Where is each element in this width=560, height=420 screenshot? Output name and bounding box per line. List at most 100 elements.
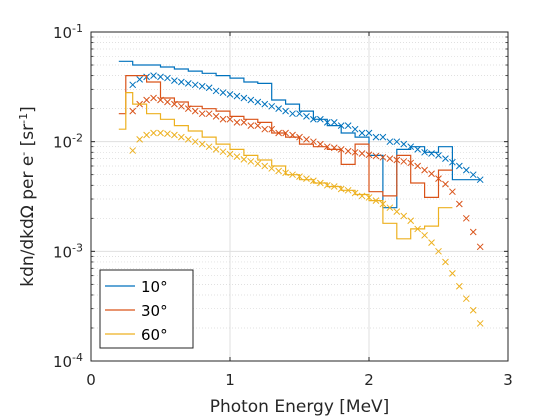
y-axis-label-sup1: - bbox=[17, 152, 30, 156]
data-point-marker bbox=[150, 72, 157, 79]
data-point-marker bbox=[191, 107, 199, 115]
data-point-marker bbox=[351, 125, 359, 133]
data-point-marker bbox=[205, 110, 213, 118]
data-point-marker bbox=[212, 146, 220, 153]
data-point-marker bbox=[268, 125, 276, 133]
data-point-marker bbox=[198, 82, 206, 90]
data-point-marker bbox=[421, 231, 428, 239]
legend-label-30: 30° bbox=[141, 302, 168, 320]
data-point-marker bbox=[476, 320, 484, 327]
data-point-marker bbox=[240, 155, 248, 163]
data-point-marker bbox=[296, 133, 303, 141]
x-tick-label: 1 bbox=[225, 371, 235, 389]
data-point-marker bbox=[247, 158, 255, 165]
data-point-marker bbox=[435, 247, 442, 255]
data-point-marker bbox=[171, 100, 178, 108]
data-point-marker bbox=[219, 148, 227, 156]
legend-box bbox=[99, 269, 194, 349]
y-axis-label-end: ] bbox=[18, 106, 38, 113]
data-point-marker bbox=[449, 269, 456, 277]
data-point-marker bbox=[428, 170, 435, 178]
y-tick-label-base: 10 bbox=[53, 24, 72, 42]
data-point-marker bbox=[247, 122, 255, 129]
data-point-marker bbox=[129, 107, 137, 115]
data-point-marker bbox=[407, 217, 415, 225]
data-point-marker bbox=[442, 180, 449, 188]
data-point-marker bbox=[316, 115, 324, 123]
data-point-marker bbox=[212, 87, 220, 95]
data-point-marker bbox=[442, 258, 449, 266]
data-point-marker bbox=[157, 73, 164, 81]
data-point-marker bbox=[191, 81, 199, 89]
data-point-marker bbox=[323, 143, 331, 151]
data-point-marker bbox=[414, 146, 422, 153]
data-point-marker bbox=[177, 133, 185, 141]
y-tick-label: 10-3 bbox=[53, 241, 83, 262]
data-point-marker bbox=[337, 146, 345, 153]
y-tick-label-exponent: -3 bbox=[72, 241, 83, 254]
data-point-marker bbox=[150, 129, 157, 137]
data-point-marker bbox=[212, 113, 220, 120]
data-point-marker bbox=[310, 138, 317, 146]
data-point-marker bbox=[428, 239, 435, 247]
legend-label-60: 60° bbox=[141, 326, 168, 344]
data-point-marker bbox=[261, 125, 269, 133]
data-point-marker bbox=[289, 110, 296, 118]
data-point-marker bbox=[240, 94, 248, 102]
data-point-marker bbox=[129, 147, 137, 154]
data-point-marker bbox=[337, 185, 345, 193]
data-point-marker bbox=[469, 171, 477, 179]
data-point-marker bbox=[310, 177, 317, 185]
data-point-marker bbox=[296, 173, 303, 180]
data-point-marker bbox=[365, 129, 373, 137]
x-tick-label: 0 bbox=[86, 371, 96, 389]
data-point-marker bbox=[303, 113, 310, 120]
data-point-marker bbox=[330, 183, 338, 190]
data-point-marker bbox=[268, 165, 276, 172]
data-point-marker bbox=[254, 98, 262, 106]
data-point-marker bbox=[462, 214, 470, 222]
series-line bbox=[118, 60, 481, 209]
data-point-marker bbox=[143, 96, 150, 104]
data-point-marker bbox=[386, 138, 394, 146]
y-tick-label-exponent: -1 bbox=[72, 22, 83, 35]
series-line bbox=[118, 91, 453, 240]
axis-ticks: 0 1 2 310-410-310-210-1 bbox=[53, 22, 513, 390]
legend-item-10: 10° bbox=[105, 278, 168, 296]
legend-item-60: 60° bbox=[105, 326, 168, 344]
data-point-marker bbox=[372, 152, 380, 160]
data-point-marker bbox=[379, 133, 387, 141]
data-point-marker bbox=[247, 96, 255, 104]
data-point-marker bbox=[469, 228, 477, 236]
y-tick-label-exponent: -2 bbox=[72, 131, 83, 144]
data-point-marker bbox=[275, 167, 283, 175]
data-point-marker bbox=[240, 119, 248, 126]
y-axis-label-base: kdn/dkdΩ per e bbox=[18, 156, 38, 287]
data-point-marker bbox=[150, 94, 157, 102]
data-point-marker bbox=[233, 92, 241, 100]
data-point-marker bbox=[184, 135, 192, 143]
data-point-marker bbox=[171, 131, 178, 139]
legend-label-10: 10° bbox=[141, 278, 168, 296]
data-point-marker bbox=[400, 212, 408, 220]
data-point-marker bbox=[191, 138, 199, 146]
data-point-marker bbox=[414, 162, 422, 170]
data-point-marker bbox=[344, 147, 352, 155]
y-axis-label: kdn/dkdΩ per e- [sr-1] bbox=[17, 106, 39, 287]
y-axis-label-sup2: -1 bbox=[17, 113, 30, 124]
y-tick-label-base: 10 bbox=[53, 134, 72, 152]
data-point-marker bbox=[393, 156, 401, 164]
data-point-marker bbox=[282, 107, 289, 115]
data-point-marker bbox=[435, 175, 442, 183]
data-point-marker bbox=[205, 143, 213, 151]
data-point-marker bbox=[358, 150, 366, 157]
data-point-marker bbox=[358, 129, 366, 137]
data-point-marker bbox=[476, 176, 484, 184]
data-point-marker bbox=[407, 143, 415, 151]
data-point-marker bbox=[365, 151, 373, 159]
y-tick-label-base: 10 bbox=[53, 243, 72, 261]
data-point-marker bbox=[344, 122, 352, 129]
data-point-marker bbox=[316, 179, 324, 187]
data-point-marker bbox=[275, 129, 283, 137]
